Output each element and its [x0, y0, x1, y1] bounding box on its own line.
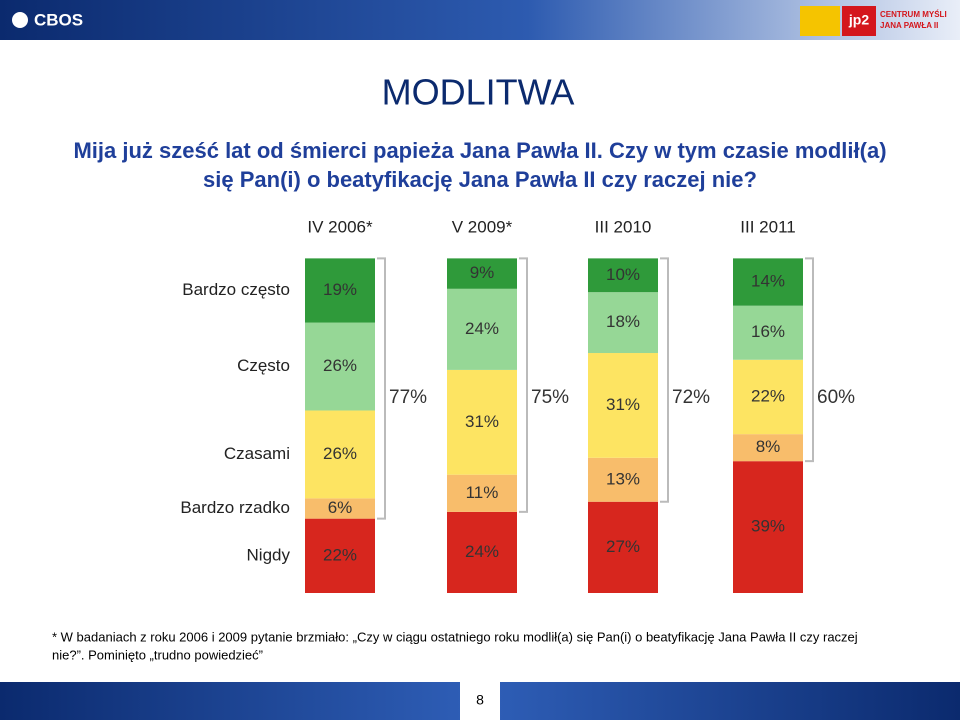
bar-segment [447, 474, 517, 512]
series-label: Bardzo rzadko [180, 498, 290, 517]
question: się Pan(i) o beatyfikację Jana Pawła II … [203, 167, 757, 192]
value-label: 31% [606, 395, 640, 414]
question: Mija już sześć lat od śmierci papieża Ja… [73, 138, 886, 163]
logo-right: jp2 [848, 12, 869, 28]
bar-segment [305, 410, 375, 499]
logo-right-text: JANA PAWŁA II [880, 21, 938, 30]
value-label: 39% [751, 517, 785, 536]
value-label: 19% [323, 280, 357, 299]
total-bracket [377, 257, 386, 520]
logo-right-text: CENTRUM MYŚLI [880, 10, 947, 19]
series-label: Często [237, 356, 290, 375]
value-label: 22% [323, 545, 357, 564]
value-label: 9% [470, 263, 495, 282]
value-label: 27% [606, 537, 640, 556]
bar-segment [447, 258, 517, 289]
bar-segment [588, 258, 658, 293]
bar-segment [447, 288, 517, 370]
value-label: 18% [606, 312, 640, 331]
page-number: 8 [476, 692, 484, 708]
bar-segment [305, 498, 375, 519]
bar-segment [305, 518, 375, 593]
total-label: 72% [672, 387, 710, 408]
value-label: 11% [466, 483, 499, 502]
total-label: 77% [389, 387, 427, 408]
series-label: Nigdy [247, 545, 291, 564]
value-label: 24% [465, 542, 499, 561]
bar-segment [588, 292, 658, 354]
value-label: 13% [606, 469, 640, 488]
logo-icon [12, 12, 28, 28]
page-box [460, 682, 500, 720]
bar-segment [733, 461, 803, 593]
value-label: 31% [465, 412, 499, 431]
logo-left: CBOS [34, 10, 83, 29]
total-bracket [805, 257, 814, 463]
value-label: 10% [606, 265, 640, 284]
bar-segment [733, 305, 803, 360]
bar-segment [733, 359, 803, 435]
series-label: Czasami [224, 444, 290, 463]
value-label: 16% [751, 322, 785, 341]
series-label: Bardzo często [182, 280, 290, 299]
bar-segment [588, 457, 658, 502]
bar-segment [733, 258, 803, 306]
logo-right-box [842, 6, 876, 36]
value-label: 26% [323, 356, 357, 375]
bar-segment [447, 511, 517, 593]
footnote: nie?”. Pominięto „trudno powiedzieć” [52, 647, 263, 662]
footnote: * W badaniach z roku 2006 i 2009 pytanie… [52, 629, 858, 644]
value-label: 8% [756, 437, 781, 456]
bar-segment [447, 369, 517, 475]
bar-segment [588, 353, 658, 458]
value-label: 14% [751, 272, 785, 291]
chart-title: MODLITWA [382, 72, 575, 113]
category-label: III 2010 [595, 217, 652, 236]
total-bracket [660, 257, 669, 503]
logo-right-mark [800, 6, 840, 36]
bar-segment [588, 501, 658, 593]
bar-segment [305, 322, 375, 411]
total-bracket [519, 257, 528, 513]
value-label: 22% [751, 386, 785, 405]
category-label: V 2009* [452, 217, 513, 236]
category-label: IV 2006* [307, 217, 373, 236]
bar-segment [305, 258, 375, 323]
value-label: 6% [328, 498, 353, 517]
value-label: 26% [323, 444, 357, 463]
category-label: III 2011 [740, 217, 795, 236]
value-label: 24% [465, 319, 499, 338]
total-label: 60% [817, 387, 855, 408]
bar-segment [733, 434, 803, 462]
total-label: 75% [531, 387, 569, 408]
